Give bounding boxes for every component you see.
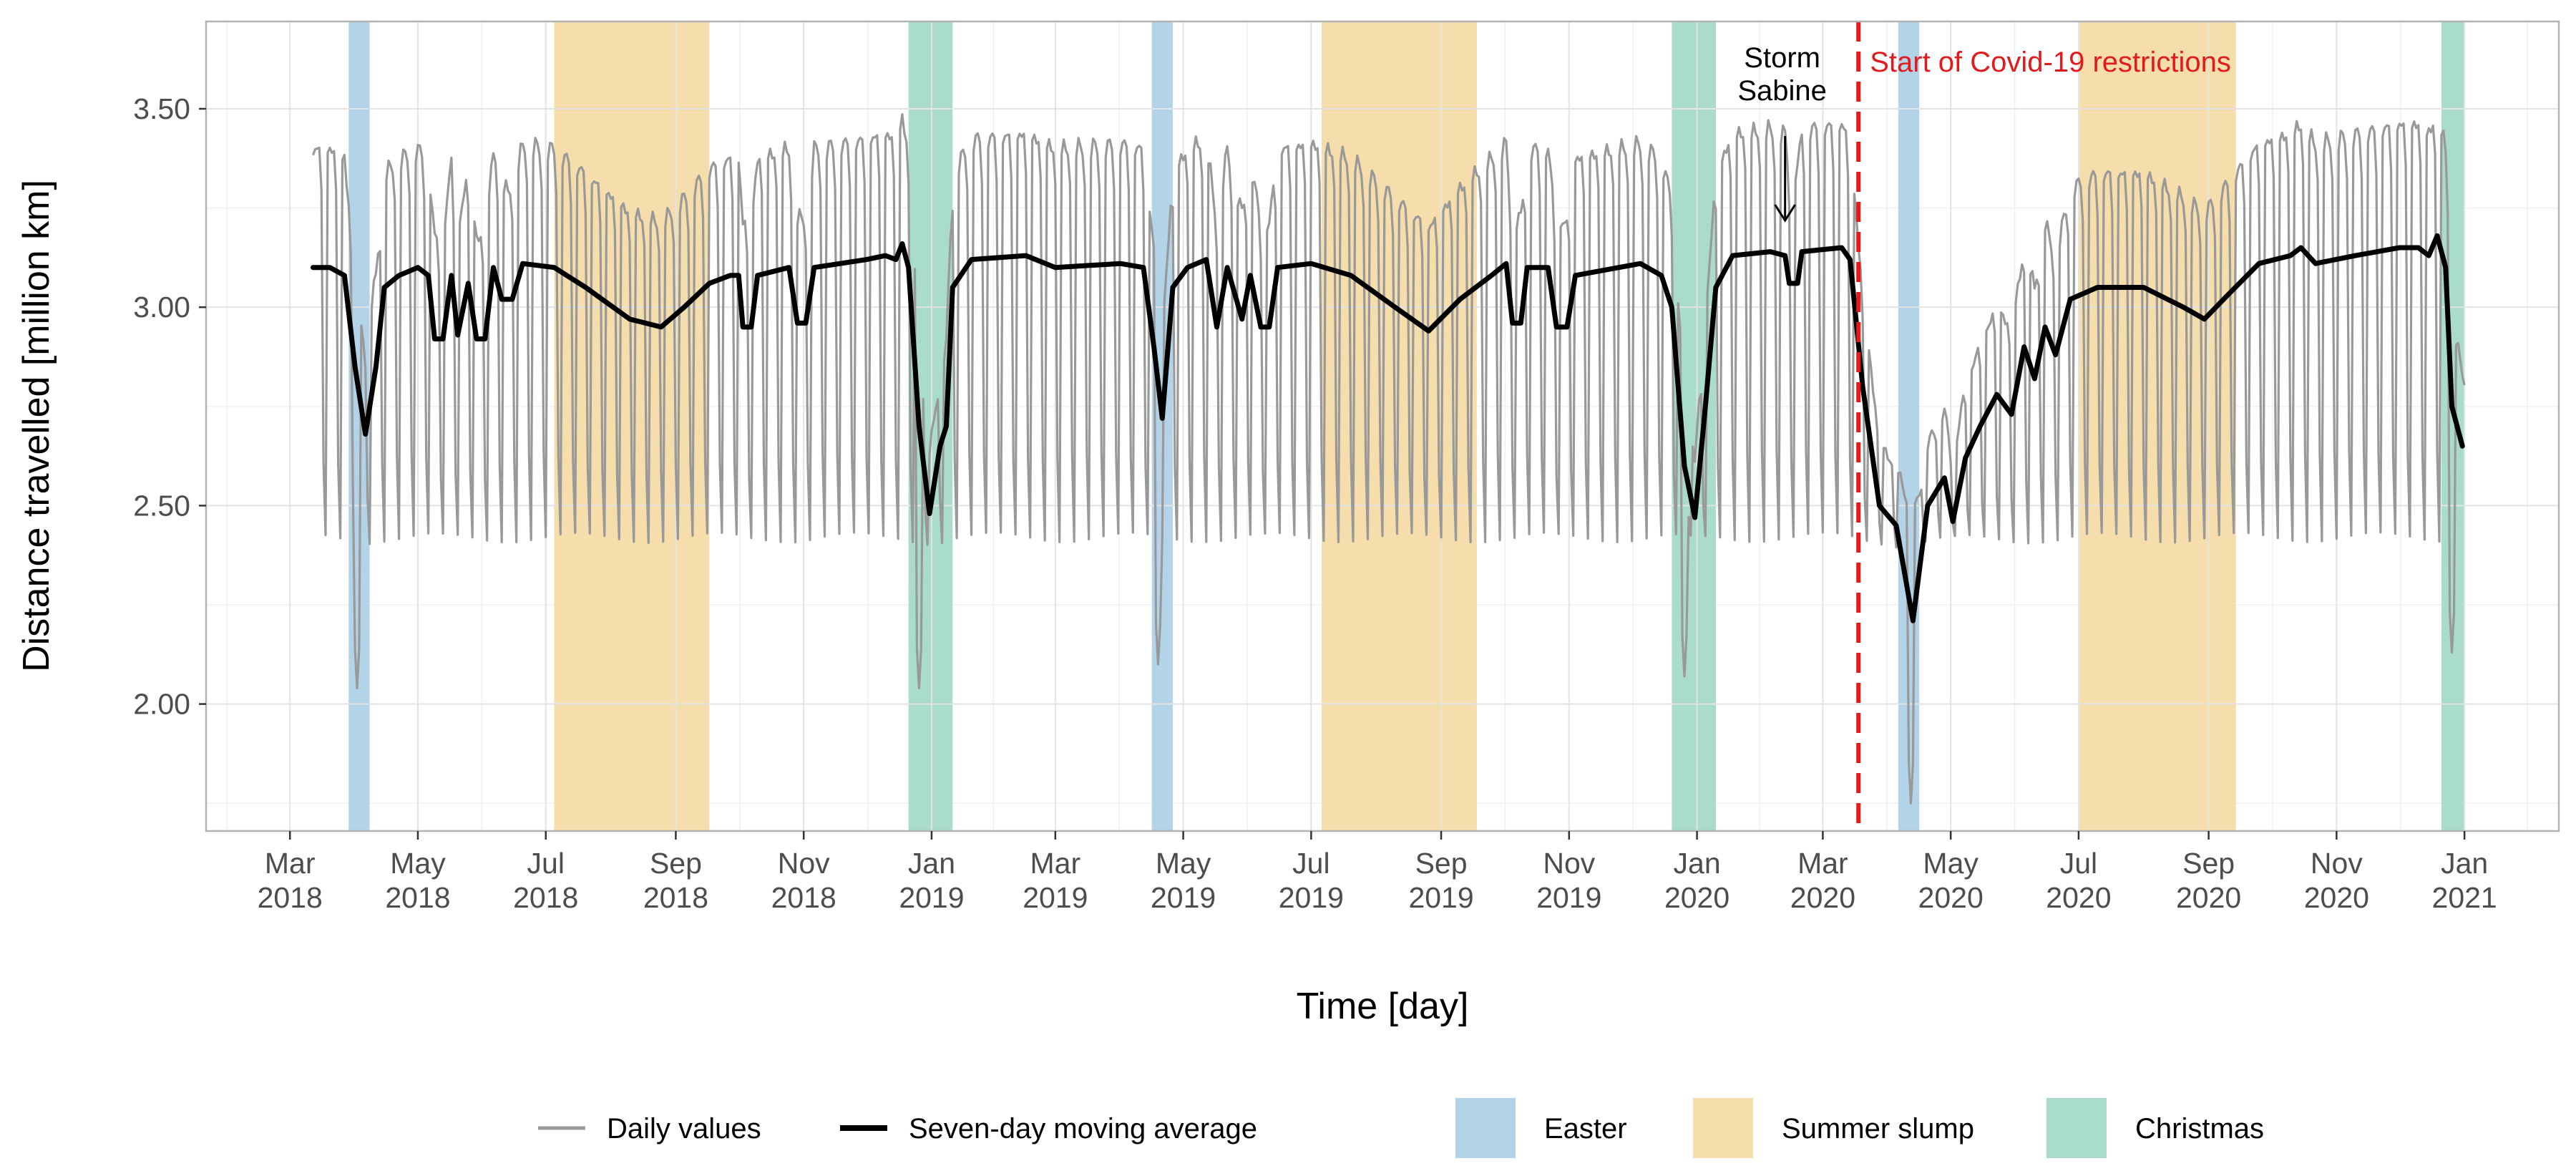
x-tick-label-month: May xyxy=(1156,847,1211,880)
x-tick-label-month: Mar xyxy=(265,847,316,880)
legend-fill-label: Christmas xyxy=(2135,1113,2264,1145)
y-axis: 2.00 2.50 3.00 3.50 xyxy=(133,92,206,721)
x-axis-title: Time [day] xyxy=(1297,986,1469,1027)
x-tick-label-month: Jan xyxy=(1674,847,1721,880)
annotation-text-line: Sabine xyxy=(1737,75,1827,107)
x-tick-label-month: Jul xyxy=(1292,847,1330,880)
legend-fill-label: Easter xyxy=(1544,1113,1627,1145)
x-tick-label-year: 2019 xyxy=(1023,881,1088,914)
x-tick-label-month: Nov xyxy=(1543,847,1595,880)
daily-values-line xyxy=(311,113,2466,805)
x-tick-label-month: Sep xyxy=(1415,847,1468,880)
x-tick-label-month: Sep xyxy=(650,847,702,880)
plot-border xyxy=(205,20,2560,832)
legend-fill-swatch xyxy=(2046,1098,2107,1158)
x-tick-label-month: May xyxy=(390,847,446,880)
moving-average-series xyxy=(311,233,2465,623)
period-christmas xyxy=(1672,21,1716,831)
moving-average-line xyxy=(311,233,2465,623)
x-tick-label-year: 2020 xyxy=(2304,881,2369,914)
x-axis: Mar2018May2018Jul2018Sep2018Nov2018Jan20… xyxy=(258,831,2497,914)
x-tick-label-year: 2020 xyxy=(2176,881,2241,914)
x-tick-label-year: 2020 xyxy=(1918,881,1984,914)
x-tick-label-year: 2020 xyxy=(1790,881,1855,914)
covid-label: Start of Covid-19 restrictions xyxy=(1870,47,2231,78)
annotation-text-line: Storm xyxy=(1744,42,1820,74)
x-tick-label-month: Jan xyxy=(2441,847,2488,880)
y-tick-label: 2.00 xyxy=(133,688,190,721)
x-tick-label-year: 2018 xyxy=(258,881,323,914)
x-tick-label-month: Mar xyxy=(1030,847,1081,880)
legend-line-label: Daily values xyxy=(607,1113,761,1145)
x-tick-label-month: Jul xyxy=(2060,847,2097,880)
x-tick-label-year: 2021 xyxy=(2432,881,2497,914)
x-tick-label-year: 2018 xyxy=(771,881,836,914)
covid-restrictions-marker: Start of Covid-19 restrictions xyxy=(1856,21,2231,831)
grid-major xyxy=(206,21,2559,831)
y-tick-label: 3.00 xyxy=(133,291,190,324)
x-tick-label-month: Sep xyxy=(2182,847,2235,880)
x-tick-label-year: 2018 xyxy=(513,881,578,914)
x-tick-label-year: 2019 xyxy=(899,881,964,914)
x-tick-label-month: Nov xyxy=(2311,847,2363,880)
x-tick-label-year: 2020 xyxy=(2046,881,2111,914)
x-tick-label-month: Jul xyxy=(527,847,565,880)
x-tick-label-year: 2019 xyxy=(1279,881,1344,914)
y-tick-label: 2.50 xyxy=(133,489,190,522)
x-tick-label-year: 2019 xyxy=(1408,881,1473,914)
legend-fill-swatch xyxy=(1693,1098,1753,1158)
x-tick-label-month: May xyxy=(1923,847,1979,880)
daily-values-series xyxy=(311,113,2466,805)
x-tick-label-month: Nov xyxy=(778,847,830,880)
period-summer xyxy=(1322,21,1477,831)
x-tick-label-year: 2018 xyxy=(385,881,450,914)
annotation-arrow-head xyxy=(1774,204,1796,223)
y-axis-title: Distance travelled [million km] xyxy=(16,180,57,672)
legend-fill-swatch xyxy=(1455,1098,1516,1158)
x-tick-label-year: 2019 xyxy=(1536,881,1601,914)
legend-line-label: Seven-day moving average xyxy=(909,1113,1257,1145)
x-tick-label-month: Jan xyxy=(908,847,955,880)
y-tick-label: 3.50 xyxy=(133,92,190,125)
x-tick-label-year: 2019 xyxy=(1151,881,1216,914)
legend-fill-label: Summer slump xyxy=(1782,1113,1974,1145)
legend: Daily values Seven-day moving average East… xyxy=(538,1098,2264,1158)
x-tick-label-year: 2020 xyxy=(1664,881,1729,914)
x-tick-label-month: Mar xyxy=(1797,847,1848,880)
x-tick-label-year: 2018 xyxy=(643,881,708,914)
